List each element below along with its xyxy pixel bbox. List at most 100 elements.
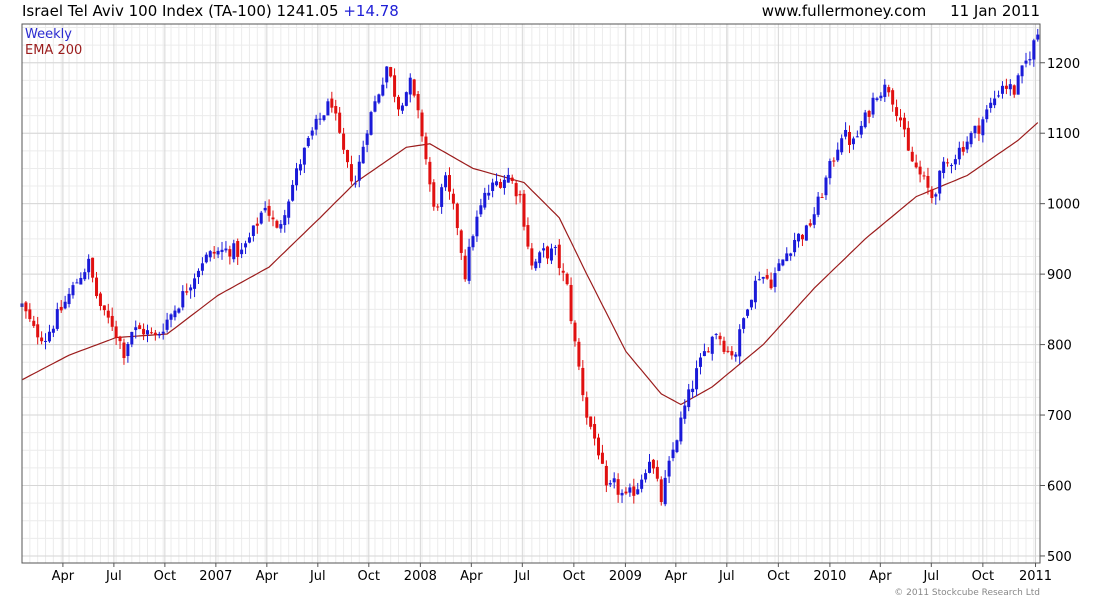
candle-body <box>346 149 350 163</box>
candle-body <box>71 285 75 296</box>
candle-body <box>734 354 738 357</box>
candle-body <box>36 324 40 338</box>
candle-body <box>232 243 236 260</box>
candle-body <box>365 133 369 145</box>
candle-body <box>134 327 138 331</box>
candle-body <box>75 282 79 284</box>
candle-body <box>251 225 255 236</box>
candle-body <box>953 159 957 165</box>
candle-body <box>28 309 32 320</box>
candle-body <box>667 460 671 477</box>
candle-body <box>459 230 463 253</box>
candle-body <box>612 478 616 483</box>
copyright: © 2011 Stockcube Research Ltd <box>894 588 1040 598</box>
candle-body <box>565 273 569 285</box>
candle-body <box>553 246 557 248</box>
candle-body <box>216 250 220 255</box>
candle-body <box>1012 85 1016 95</box>
candle-body <box>153 332 157 335</box>
candle-body <box>589 416 593 427</box>
candle-body <box>514 183 518 197</box>
candle-body <box>793 239 797 253</box>
candle-body <box>169 314 173 320</box>
candle-body <box>879 95 883 99</box>
candles <box>20 28 1040 507</box>
candle-body <box>957 147 961 160</box>
x-tick-label: Oct <box>972 569 994 584</box>
candle-body <box>949 165 953 167</box>
candle-body <box>855 136 859 138</box>
candle-body <box>220 249 224 252</box>
candle-body <box>369 112 373 135</box>
candle-body <box>491 182 495 192</box>
candle-body <box>753 280 757 303</box>
candle-body <box>824 177 828 196</box>
candle-body <box>769 279 773 289</box>
candle-body <box>698 357 702 367</box>
candle-body <box>1020 65 1024 77</box>
candle-body <box>1036 34 1040 40</box>
candle-body <box>867 110 871 117</box>
candle-body <box>318 118 322 120</box>
candle-body <box>628 487 632 493</box>
candle-body <box>816 196 820 215</box>
candle-body <box>800 234 804 240</box>
candle-body <box>40 337 44 342</box>
candle-body <box>196 270 200 278</box>
candle-body <box>361 146 365 164</box>
source-link[interactable]: www.fullermoney.com <box>761 2 927 20</box>
candle-body <box>79 277 83 285</box>
candle-body <box>165 319 169 330</box>
candle-body <box>259 212 263 224</box>
candle-body <box>738 329 742 357</box>
candle-body <box>106 310 110 318</box>
candle-body <box>663 477 667 505</box>
candle-body <box>212 251 216 254</box>
candle-body <box>777 263 781 271</box>
candle-body <box>295 168 299 186</box>
candle-body <box>518 194 522 196</box>
candle-body <box>208 251 212 258</box>
candle-body <box>440 187 444 207</box>
x-tick-label: Jul <box>309 569 326 584</box>
candle-body <box>647 461 651 473</box>
candle-body <box>651 459 655 469</box>
candle-body <box>969 132 973 145</box>
candle-body <box>263 207 267 211</box>
candle-body <box>895 107 899 117</box>
candle-body <box>702 351 706 357</box>
candle-body <box>510 177 514 182</box>
candle-body <box>149 332 153 334</box>
candle-body <box>1024 60 1028 64</box>
candle-body <box>479 205 483 215</box>
last-price: 1241.05 <box>276 2 339 20</box>
candle-body <box>228 249 232 257</box>
candle-body <box>451 193 455 204</box>
candle-body <box>334 106 338 114</box>
x-tick-label: 2011 <box>1019 569 1052 584</box>
candle-body <box>546 246 550 259</box>
ema-layer <box>21 122 1039 406</box>
candle-body <box>130 331 134 345</box>
candle-body <box>326 101 330 116</box>
x-tick-label: Jul <box>513 569 530 584</box>
candle-body <box>271 217 275 220</box>
candle-body <box>444 175 448 188</box>
candle-body <box>891 90 895 105</box>
legend-ema: EMA 200 <box>25 43 82 58</box>
candle-body <box>934 194 938 197</box>
candle-body <box>412 79 416 96</box>
x-tick-label: Oct <box>767 569 789 584</box>
candle-body <box>291 184 295 201</box>
candle-body <box>142 328 146 335</box>
candle-body <box>714 333 718 335</box>
y-tick-label: 800 <box>1047 339 1072 354</box>
candle-body <box>342 133 346 150</box>
y-tick-label: 600 <box>1047 479 1072 494</box>
candle-body <box>749 299 753 308</box>
candle-body <box>851 138 855 145</box>
candle-body <box>126 344 130 356</box>
candle-body <box>436 206 440 208</box>
candle-body <box>569 284 573 322</box>
